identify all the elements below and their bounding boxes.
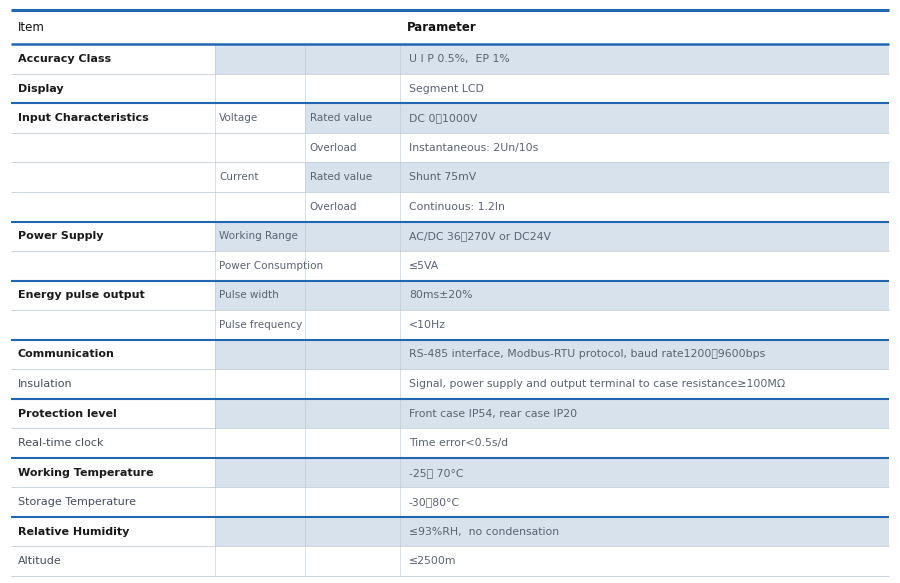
Text: Power Supply: Power Supply [18,231,104,241]
Text: Altitude: Altitude [18,556,62,566]
Text: Real-time clock: Real-time clock [18,438,104,448]
Text: Rated value: Rated value [310,113,372,123]
Text: Rated value: Rated value [310,172,372,182]
Text: Pulse width: Pulse width [219,290,279,300]
Text: U I P 0.5%,  EP 1%: U I P 0.5%, EP 1% [409,54,509,64]
Bar [400,44,889,74]
Bar [400,340,889,369]
Bar [214,458,400,487]
Text: Overload: Overload [310,202,357,212]
Text: Working Temperature: Working Temperature [18,468,154,477]
Text: AC/DC 36～270V or DC24V: AC/DC 36～270V or DC24V [409,231,551,241]
Text: Protection level: Protection level [18,409,117,419]
Text: Storage Temperature: Storage Temperature [18,497,136,507]
Text: Voltage: Voltage [219,113,258,123]
Bar [400,399,889,429]
Bar [400,222,889,251]
Text: Signal, power supply and output terminal to case resistance≥100MΩ: Signal, power supply and output terminal… [409,379,785,389]
Bar [400,163,889,192]
Text: Input Characteristics: Input Characteristics [18,113,149,123]
Text: Relative Humidity: Relative Humidity [18,526,130,537]
Text: -30～80°C: -30～80°C [409,497,460,507]
Text: <10Hz: <10Hz [409,320,446,330]
Bar [214,399,400,429]
Text: Item: Item [18,21,45,34]
Text: ≤5VA: ≤5VA [409,261,439,271]
Text: Shunt 75mV: Shunt 75mV [409,172,476,182]
Text: Display: Display [18,83,64,94]
Bar [400,517,889,546]
Text: Continuous: 1.2In: Continuous: 1.2In [409,202,505,212]
Bar [214,222,400,251]
Bar [400,103,889,133]
Text: DC 0～1000V: DC 0～1000V [409,113,477,123]
Text: Accuracy Class: Accuracy Class [18,54,111,64]
Text: Current: Current [219,172,258,182]
Text: Overload: Overload [310,143,357,153]
Bar [214,44,400,74]
Text: Insulation: Insulation [18,379,73,389]
Bar [305,163,400,192]
Bar [214,517,400,546]
Text: Power Consumption: Power Consumption [219,261,323,271]
Bar [400,280,889,310]
Text: 80ms±20%: 80ms±20% [409,290,472,300]
Text: ≤93%RH,  no condensation: ≤93%RH, no condensation [409,526,559,537]
Bar [214,340,400,369]
Text: Parameter: Parameter [407,21,477,34]
Bar [400,458,889,487]
Text: Segment LCD: Segment LCD [409,83,484,94]
Text: ≤2500m: ≤2500m [409,556,456,566]
Text: Pulse frequency: Pulse frequency [219,320,302,330]
Bar [305,103,400,133]
Text: Front case IP54, rear case IP20: Front case IP54, rear case IP20 [409,409,577,419]
Text: Time error<0.5s/d: Time error<0.5s/d [409,438,508,448]
Bar [214,280,400,310]
Text: -25～ 70°C: -25～ 70°C [409,468,464,477]
Text: Energy pulse output: Energy pulse output [18,290,145,300]
Text: RS-485 interface, Modbus-RTU protocol, baud rate1200～9600bps: RS-485 interface, Modbus-RTU protocol, b… [409,349,765,360]
Text: Instantaneous: 2Un/10s: Instantaneous: 2Un/10s [409,143,538,153]
Text: Communication: Communication [18,349,115,360]
Text: Working Range: Working Range [219,231,298,241]
